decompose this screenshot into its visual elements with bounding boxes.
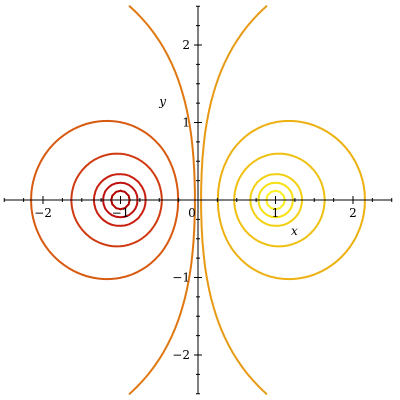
x-axis-label: x <box>291 224 298 238</box>
contour-lines <box>30 5 366 395</box>
y-tick-label: 2 <box>182 38 190 52</box>
contour-level-7 <box>216 119 366 281</box>
contour-level-10 <box>257 181 294 219</box>
y-tick-label: −1 <box>172 271 190 285</box>
contour-level-0 <box>110 189 131 211</box>
contour-level-9 <box>249 173 304 227</box>
axes <box>3 5 393 395</box>
contour-level-1 <box>102 181 139 219</box>
contour-level-5 <box>128 5 196 395</box>
y-tick-label: −2 <box>172 348 190 362</box>
tick-labels: −2 −1 0 1 2 −2 −1 1 2 <box>34 38 357 362</box>
x-tick-label: −2 <box>34 206 52 220</box>
x-tick-label: 0 <box>188 206 196 220</box>
x-tick-label: 1 <box>272 206 280 220</box>
x-tick-label: −1 <box>112 206 130 220</box>
contour-level-2 <box>92 173 147 227</box>
contour-level-3 <box>70 152 163 248</box>
contour-level-6 <box>200 5 268 395</box>
contour-level-11 <box>265 189 286 211</box>
y-axis-label: y <box>158 94 166 108</box>
y-tick-label: 1 <box>182 116 190 130</box>
contour-level-4 <box>30 119 180 281</box>
contour-level-8 <box>233 152 326 248</box>
x-tick-label: 2 <box>349 206 357 220</box>
